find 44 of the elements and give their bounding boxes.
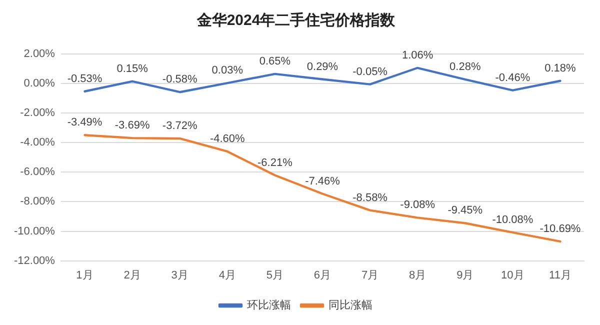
y-tick-label: -8.00%	[20, 196, 56, 208]
data-label: 1.06%	[402, 49, 434, 62]
data-label: -7.46%	[305, 175, 340, 188]
data-label: 0.29%	[306, 60, 338, 73]
data-label: -0.58%	[162, 74, 198, 86]
data-label: -3.72%	[162, 120, 198, 132]
data-label: -6.21%	[258, 156, 293, 169]
data-label: -0.46%	[495, 72, 530, 84]
y-tick-label: -12.00%	[14, 254, 56, 267]
x-tick-label: 10月	[501, 269, 524, 282]
x-tick-label: 8月	[409, 269, 426, 282]
y-tick-label: 0.00%	[24, 78, 56, 90]
data-label: -0.05%	[352, 66, 388, 78]
x-tick-label: 1月	[76, 269, 94, 282]
chart-title: 金华2024年二手住宅价格指数	[196, 11, 396, 30]
y-tick-label: 2.00%	[24, 48, 56, 60]
y-tick-label: -6.00%	[20, 166, 56, 178]
legend-label: 同比涨幅	[328, 298, 372, 312]
data-label: 0.28%	[450, 60, 481, 73]
data-label: -9.08%	[400, 199, 436, 212]
x-tick-label: 3月	[171, 269, 188, 282]
data-label: -3.49%	[67, 116, 102, 129]
data-label: 0.15%	[116, 62, 148, 75]
y-tick-label: -2.00%	[20, 107, 56, 120]
data-label: -10.08%	[492, 214, 534, 226]
data-label: -10.69%	[540, 222, 581, 235]
x-tick-label: 7月	[361, 269, 379, 282]
x-tick-label: 6月	[314, 269, 332, 282]
y-tick-label: -10.00%	[14, 225, 56, 238]
x-tick-label: 4月	[218, 269, 236, 282]
y-tick-label: -4.00%	[20, 136, 56, 149]
data-label: 0.65%	[259, 55, 291, 68]
data-label: -0.53%	[67, 72, 102, 85]
x-tick-label: 2月	[124, 269, 141, 282]
data-label: -4.60%	[210, 133, 246, 146]
data-label: 0.03%	[212, 64, 244, 77]
data-label: -8.58%	[352, 192, 388, 204]
x-tick-label: 11月	[549, 269, 572, 282]
x-tick-label: 9月	[456, 269, 474, 282]
data-label: -3.69%	[114, 120, 150, 132]
legend-label: 环比涨幅	[247, 298, 291, 312]
data-label: -9.45%	[448, 204, 483, 217]
x-tick-label: 5月	[266, 269, 284, 282]
data-label: 0.18%	[544, 62, 576, 74]
